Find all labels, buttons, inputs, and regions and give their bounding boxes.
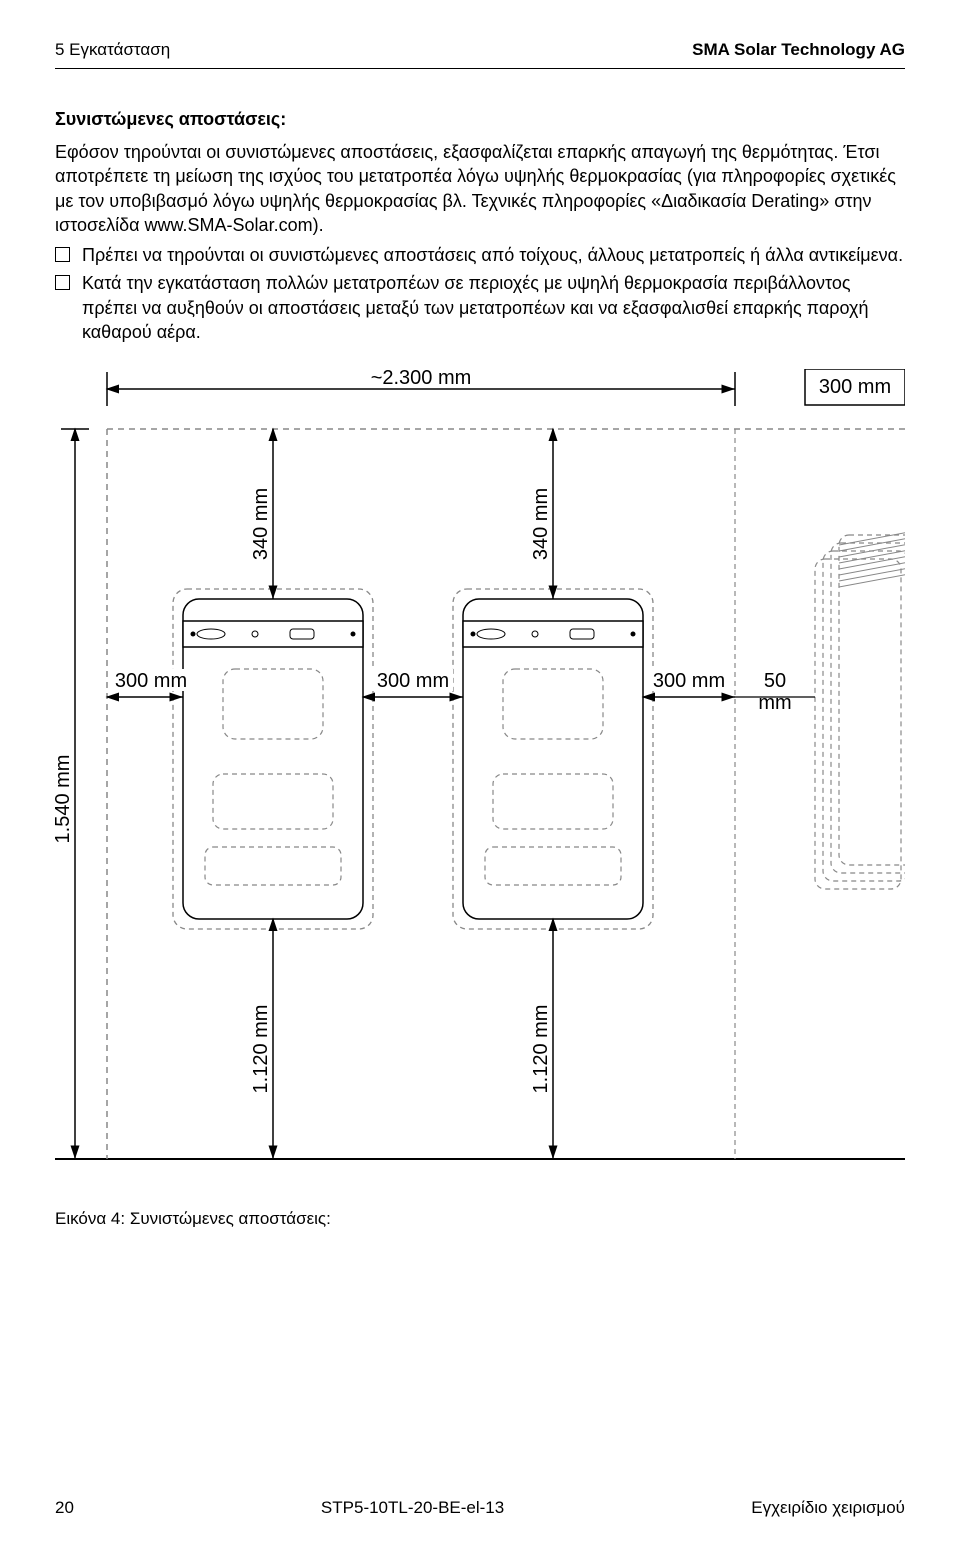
dim-bot-a: 1.120 mm <box>250 1005 272 1094</box>
bullet-text: Πρέπει να τηρούνται οι συνιστώμενες αποσ… <box>82 243 905 267</box>
dim-gap-b: 300 mm <box>377 670 449 692</box>
checkbox-icon <box>55 275 70 290</box>
manual-label: Εγχειρίδιο χειρισμού <box>751 1498 905 1518</box>
header-rule <box>55 68 905 69</box>
bullet-item: Κατά την εγκατάσταση πολλών μετατροπέων … <box>55 271 905 344</box>
dim-gap-a: 300 mm <box>115 670 187 692</box>
subsection-title: Συνιστώμενες αποστάσεις: <box>55 109 905 130</box>
dim-top-b: 340 mm <box>530 488 552 560</box>
dim-top-a: 340 mm <box>250 488 272 560</box>
intro-paragraph: Εφόσον τηρούνται οι συνιστώμενες αποστάσ… <box>55 140 905 237</box>
dim-left-height: 1.540 mm <box>55 755 74 844</box>
checkbox-icon <box>55 247 70 262</box>
dim-top-span: ~2.300 mm <box>371 369 472 389</box>
dim-right-50-unit: mm <box>758 692 791 714</box>
bullet-item: Πρέπει να τηρούνται οι συνιστώμενες αποσ… <box>55 243 905 267</box>
page-header: 5 Εγκατάσταση SMA Solar Technology AG <box>55 40 905 60</box>
dim-right-50-val: 50 <box>764 670 786 692</box>
dim-gap-c: 300 mm <box>653 670 725 692</box>
page-footer: 20 STP5-10TL-20-BE-el-13 Εγχειρίδιο χειρ… <box>55 1498 905 1518</box>
bullet-text: Κατά την εγκατάσταση πολλών μετατροπέων … <box>82 271 905 344</box>
header-section: 5 Εγκατάσταση <box>55 40 170 60</box>
header-brand: SMA Solar Technology AG <box>692 40 905 60</box>
inverter-unit-a <box>173 589 373 929</box>
spacing-diagram: ~2.300 mm 300 mm <box>55 369 905 1189</box>
figure-caption: Εικόνα 4: Συνιστώμενες αποστάσεις: <box>55 1209 905 1229</box>
dim-top-right: 300 mm <box>819 376 891 398</box>
bullet-list: Πρέπει να τηρούνται οι συνιστώμενες αποσ… <box>55 243 905 344</box>
page-number: 20 <box>55 1498 74 1518</box>
doc-code: STP5-10TL-20-BE-el-13 <box>321 1498 504 1518</box>
dim-bot-b: 1.120 mm <box>530 1005 552 1094</box>
inverter-unit-b <box>453 589 653 929</box>
